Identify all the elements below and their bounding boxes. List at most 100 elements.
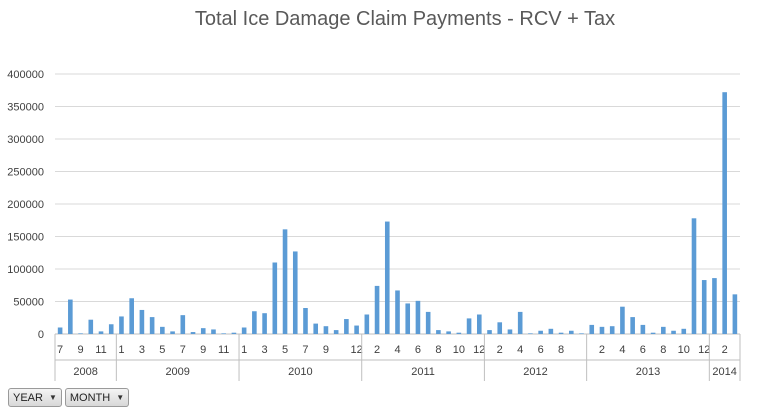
x-tick-label: 9 xyxy=(323,344,329,356)
x-tick-label: 1 xyxy=(118,344,124,356)
bar xyxy=(98,331,104,334)
bar xyxy=(200,328,206,334)
x-tick-label: 10 xyxy=(678,344,690,356)
x-tick-label: 7 xyxy=(180,344,186,356)
bar xyxy=(303,308,308,334)
y-tick-label: 400000 xyxy=(7,69,44,81)
bar xyxy=(252,311,257,334)
x-tick-label: 4 xyxy=(394,344,400,356)
bar xyxy=(139,309,145,334)
x-tick-label: 8 xyxy=(435,344,441,356)
bar xyxy=(405,303,411,334)
bar xyxy=(661,326,666,334)
bar xyxy=(221,333,226,334)
y-tick-label: 250000 xyxy=(7,167,44,179)
bar xyxy=(68,299,73,334)
bar xyxy=(374,285,380,334)
bar xyxy=(446,331,451,334)
bar xyxy=(609,326,615,334)
bar xyxy=(681,328,687,334)
bar xyxy=(354,325,359,334)
month-filter-button[interactable]: MONTH ▼ xyxy=(64,388,130,407)
bar xyxy=(425,311,431,334)
x-tick-label: 8 xyxy=(558,344,564,356)
bar xyxy=(160,326,165,334)
bar xyxy=(722,92,727,334)
bar xyxy=(476,314,482,334)
bar xyxy=(712,278,717,334)
x-tick-label: 7 xyxy=(302,344,308,356)
year-label: 2008 xyxy=(73,366,97,378)
bar xyxy=(436,330,441,334)
bar xyxy=(262,313,267,334)
bar xyxy=(272,262,278,334)
bar xyxy=(211,329,216,334)
y-tick-label: 200000 xyxy=(7,199,44,211)
bar xyxy=(108,324,114,334)
month-filter-label: MONTH xyxy=(69,391,111,404)
bar xyxy=(691,218,697,334)
bar xyxy=(88,319,94,334)
bar xyxy=(538,330,543,334)
bar xyxy=(344,319,349,334)
x-tick-label: 12 xyxy=(698,344,710,356)
bar xyxy=(395,290,400,334)
x-tick-label: 3 xyxy=(262,344,268,356)
x-tick-label: 4 xyxy=(517,344,523,356)
bar xyxy=(732,294,738,334)
bar xyxy=(170,331,175,334)
bar xyxy=(415,300,421,334)
y-tick-label: 100000 xyxy=(7,264,44,276)
x-tick-label: 9 xyxy=(77,344,83,356)
bar xyxy=(620,306,625,334)
bar xyxy=(78,333,83,334)
x-tick-label: 12 xyxy=(350,344,362,356)
bar xyxy=(129,298,134,334)
y-tick-label: 300000 xyxy=(7,134,44,146)
x-tick-label: 11 xyxy=(95,344,106,356)
dropdown-arrow-icon: ▼ xyxy=(116,393,125,402)
year-filter-label: YEAR xyxy=(13,391,43,404)
bar xyxy=(149,317,155,334)
y-tick-label: 350000 xyxy=(7,102,44,114)
bar xyxy=(323,326,329,334)
bar xyxy=(241,327,247,334)
bar xyxy=(456,332,462,334)
bar xyxy=(671,330,676,334)
bar xyxy=(701,280,707,334)
x-tick-label: 1 xyxy=(241,344,247,356)
bar xyxy=(589,324,595,334)
year-label: 2013 xyxy=(636,366,660,378)
bar xyxy=(333,330,339,334)
bar xyxy=(282,229,288,334)
bar xyxy=(650,332,656,334)
bar xyxy=(119,316,124,334)
bar xyxy=(579,333,584,334)
bar xyxy=(548,328,554,334)
bar xyxy=(466,318,472,334)
dropdown-arrow-icon: ▼ xyxy=(48,393,57,402)
chart-title: Total Ice Damage Claim Payments - RCV + … xyxy=(194,8,616,30)
year-label: 2012 xyxy=(523,366,547,378)
bar xyxy=(384,221,390,334)
year-filter-button[interactable]: YEAR ▼ xyxy=(8,388,62,407)
x-tick-label: 6 xyxy=(415,344,421,356)
year-label: 2010 xyxy=(288,366,312,378)
bar xyxy=(497,322,503,334)
x-tick-label: 5 xyxy=(282,344,288,356)
y-tick-label: 0 xyxy=(38,329,44,341)
x-tick-label: 10 xyxy=(453,344,465,356)
x-tick-label: 2 xyxy=(497,344,503,356)
x-tick-label: 2 xyxy=(374,344,380,356)
bar xyxy=(313,323,319,334)
x-tick-label: 11 xyxy=(218,344,229,356)
x-tick-label: 6 xyxy=(538,344,544,356)
bar xyxy=(231,332,237,334)
bar xyxy=(640,324,646,334)
bar xyxy=(57,327,63,334)
y-tick-label: 150000 xyxy=(7,232,44,244)
year-label: 2014 xyxy=(712,366,736,378)
x-tick-label: 7 xyxy=(57,344,63,356)
bar xyxy=(517,311,523,334)
